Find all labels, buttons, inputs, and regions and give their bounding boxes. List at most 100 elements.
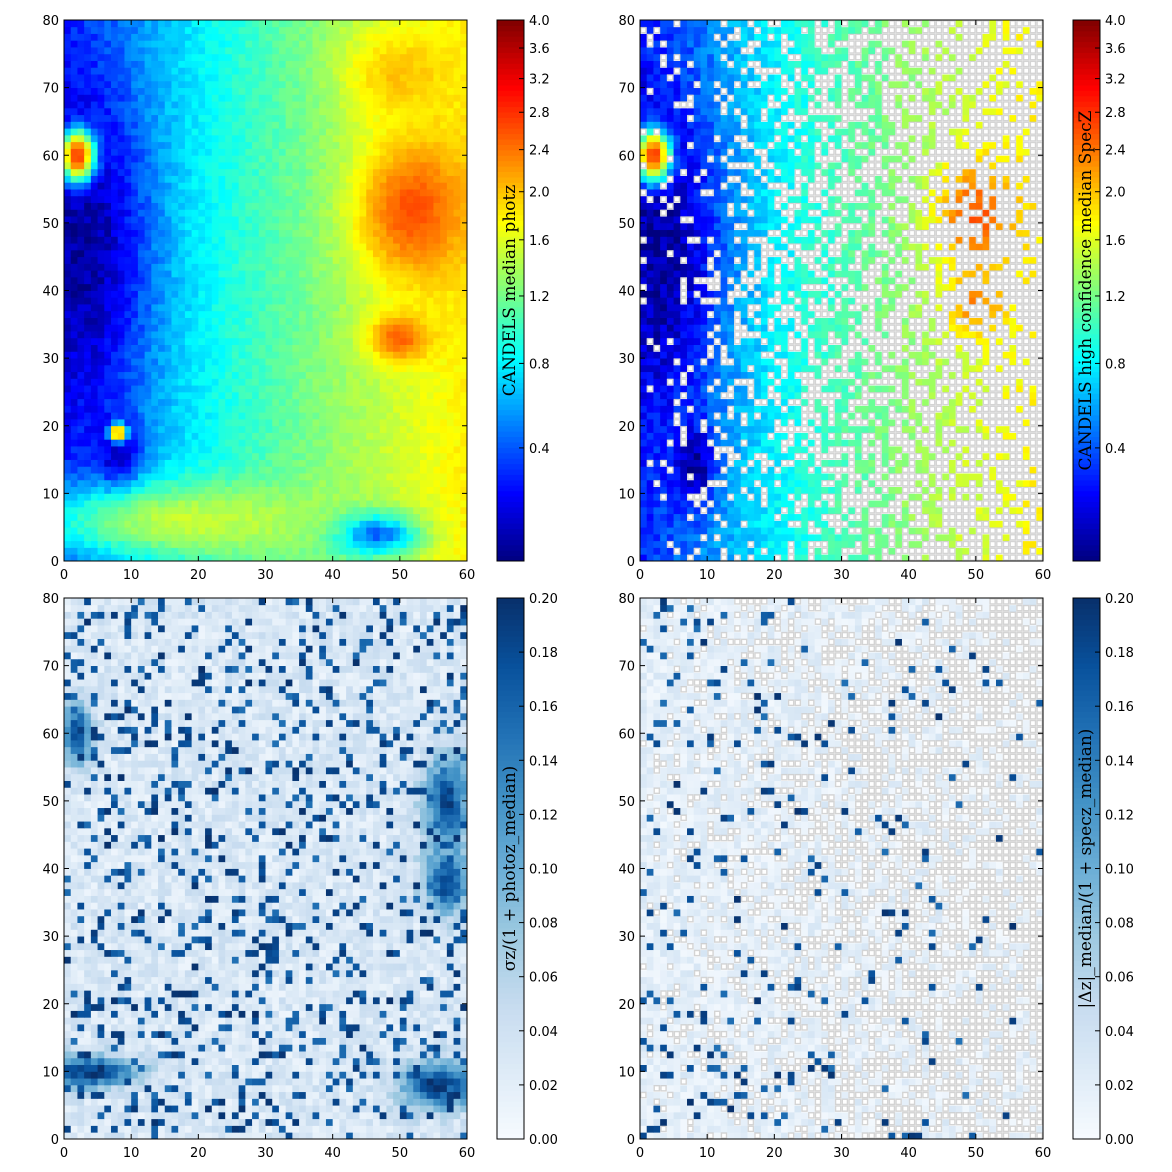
heatmap-cell (178, 67, 185, 74)
heatmap-cell (440, 527, 447, 534)
heatmap-cell (292, 345, 299, 352)
heatmap-cell (266, 324, 273, 331)
heatmap-cell (346, 20, 353, 27)
heatmap-cell (124, 412, 131, 419)
heatmap-cell (165, 74, 172, 81)
heatmap-cell (454, 480, 461, 487)
heatmap-cell (252, 148, 259, 155)
heatmap-cell (360, 47, 367, 54)
heatmap-cell (326, 101, 333, 108)
heatmap-cell (178, 284, 185, 291)
heatmap-cell (145, 378, 152, 385)
heatmap-cell (198, 270, 205, 277)
heatmap-cell (84, 115, 91, 122)
heatmap-cell (299, 67, 306, 74)
heatmap-cell (178, 412, 185, 419)
heatmap-cell (373, 514, 380, 521)
heatmap-cell (299, 541, 306, 548)
heatmap-cell (218, 81, 225, 88)
heatmap-cell (299, 81, 306, 88)
heatmap-cell (299, 270, 306, 277)
heatmap-cell (225, 108, 232, 115)
heatmap-cell (239, 291, 246, 298)
heatmap-cell (286, 466, 293, 473)
heatmap-cell (272, 446, 279, 453)
heatmap-cell (239, 54, 246, 61)
heatmap-cell (98, 236, 105, 243)
heatmap-cell (440, 500, 447, 507)
heatmap-cell (292, 507, 299, 514)
heatmap-cell (225, 554, 232, 561)
heatmap-cell (151, 54, 158, 61)
heatmap-cell (225, 473, 232, 480)
heatmap-cell (292, 439, 299, 446)
heatmap-cell (84, 385, 91, 392)
heatmap-cell (77, 61, 84, 68)
heatmap-cell (192, 453, 199, 460)
heatmap-cell (225, 209, 232, 216)
heatmap-cell (64, 351, 71, 358)
heatmap-cell (98, 81, 105, 88)
heatmap-cell (319, 385, 326, 392)
heatmap-cell (299, 27, 306, 34)
heatmap-cell (192, 94, 199, 101)
heatmap-cell (400, 47, 407, 54)
heatmap-cell (326, 135, 333, 142)
heatmap-cell (71, 338, 78, 345)
heatmap-cell (393, 277, 400, 284)
heatmap-cell (192, 162, 199, 169)
heatmap-cell (64, 439, 71, 446)
heatmap-cell (192, 541, 199, 548)
heatmap-cell (205, 324, 212, 331)
heatmap-cell (292, 372, 299, 379)
heatmap-cell (447, 61, 454, 68)
heatmap-cell (299, 324, 306, 331)
heatmap-cell (433, 385, 440, 392)
heatmap-cell (433, 209, 440, 216)
heatmap-cell (413, 40, 420, 47)
heatmap-cell (292, 378, 299, 385)
heatmap-cell (124, 115, 131, 122)
heatmap-cell (198, 189, 205, 196)
heatmap-cell (447, 385, 454, 392)
heatmap-cell (178, 176, 185, 183)
heatmap-cell (178, 399, 185, 406)
heatmap-cell (292, 74, 299, 81)
heatmap-cell (151, 257, 158, 264)
heatmap-cell (333, 263, 340, 270)
heatmap-cell (433, 169, 440, 176)
heatmap-cell (279, 270, 286, 277)
heatmap-cell (239, 216, 246, 223)
heatmap-cell (460, 81, 467, 88)
heatmap-cell (407, 487, 414, 494)
heatmap-cell (279, 297, 286, 304)
heatmap-cell (64, 47, 71, 54)
heatmap-cell (91, 297, 98, 304)
heatmap-cell (279, 155, 286, 162)
heatmap-cell (292, 148, 299, 155)
heatmap-cell (460, 284, 467, 291)
heatmap-cell (360, 189, 367, 196)
heatmap-cell (225, 236, 232, 243)
heatmap-cell (225, 216, 232, 223)
heatmap-cell (198, 243, 205, 250)
heatmap-cell (239, 439, 246, 446)
heatmap-cell (98, 351, 105, 358)
heatmap-cell (252, 385, 259, 392)
heatmap-cell (84, 446, 91, 453)
heatmap-cell (218, 392, 225, 399)
x-tick-label: 50 (392, 568, 409, 583)
heatmap-cell (245, 534, 252, 541)
heatmap-cell (225, 372, 232, 379)
heatmap-cell (212, 460, 219, 467)
heatmap-cell (64, 108, 71, 115)
heatmap-cell (286, 291, 293, 298)
heatmap-cell (64, 250, 71, 257)
heatmap-cell (393, 263, 400, 270)
heatmap-cell (286, 405, 293, 412)
heatmap-cell (218, 54, 225, 61)
heatmap-cell (98, 121, 105, 128)
heatmap-cell (232, 88, 239, 95)
heatmap-cell (339, 453, 346, 460)
heatmap-cell (373, 372, 380, 379)
